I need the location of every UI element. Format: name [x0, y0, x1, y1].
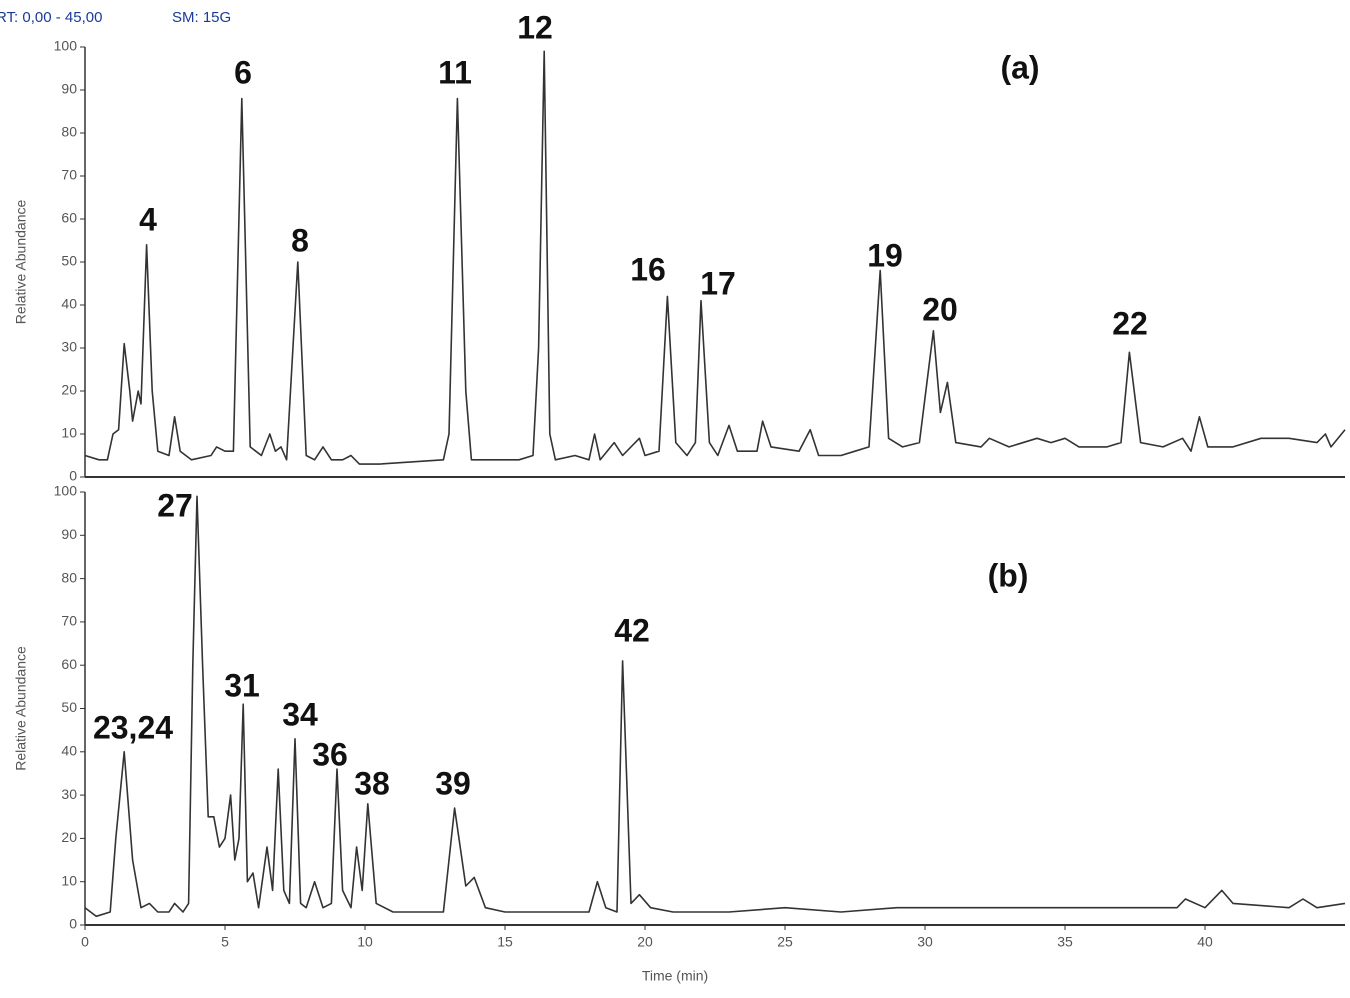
peak-label: 27: [157, 487, 193, 523]
x-tick-label: 30: [917, 934, 933, 950]
y-tick-label: 70: [61, 613, 77, 629]
trace: [84, 50, 1346, 465]
y-tick-label: 0: [69, 468, 77, 484]
trace: [84, 495, 1346, 918]
panel-label: (a): [1000, 49, 1039, 85]
y-tick-label: 60: [61, 210, 77, 226]
peak-label: 34: [282, 696, 318, 732]
header-smoothing: SM: 15G: [172, 9, 231, 26]
y-axis-label: Relative Abundance: [13, 646, 29, 771]
y-tick-label: 10: [61, 425, 77, 441]
peak-label: 38: [354, 765, 390, 801]
x-axis-label: Time (min): [642, 968, 708, 984]
y-tick-label: 90: [61, 81, 77, 97]
x-tick-label: 20: [637, 934, 653, 950]
y-tick-label: 100: [54, 38, 78, 54]
y-tick-label: 80: [61, 124, 77, 140]
y-tick-label: 50: [61, 699, 77, 715]
x-tick-label: 5: [221, 934, 229, 950]
y-tick-label: 40: [61, 743, 77, 759]
peak-label: 42: [614, 612, 650, 648]
y-tick-label: 0: [69, 916, 77, 932]
y-tick-label: 20: [61, 829, 77, 845]
y-tick-label: 40: [61, 296, 77, 312]
y-tick-label: 100: [54, 483, 78, 499]
y-tick-label: 10: [61, 872, 77, 888]
peak-label: 8: [291, 222, 309, 258]
peak-label: 11: [438, 54, 472, 90]
x-tick-label: 35: [1057, 934, 1073, 950]
y-axis-label: Relative Abundance: [13, 200, 29, 325]
peak-label: 36: [312, 736, 348, 772]
peak-label: 4: [139, 201, 157, 237]
peak-label: 17: [700, 265, 736, 301]
y-tick-label: 90: [61, 526, 77, 542]
y-tick-label: 30: [61, 339, 77, 355]
peak-label: 39: [435, 765, 471, 801]
x-tick-label: 25: [777, 934, 793, 950]
peak-label: 6: [234, 54, 252, 90]
y-tick-label: 80: [61, 569, 77, 585]
peak-label: 16: [630, 251, 666, 287]
y-tick-label: 60: [61, 656, 77, 672]
peak-label: 22: [1112, 305, 1148, 341]
header-range: RT: 0,00 - 45,00: [0, 9, 102, 26]
y-tick-label: 30: [61, 786, 77, 802]
y-tick-label: 50: [61, 253, 77, 269]
x-tick-label: 10: [357, 934, 373, 950]
panel-label: (b): [988, 557, 1029, 593]
peak-label: 31: [224, 667, 260, 703]
peak-label: 19: [867, 237, 903, 273]
peak-label: 23,24: [93, 709, 173, 745]
y-tick-label: 70: [61, 167, 77, 183]
peak-label: 12: [517, 9, 553, 45]
peak-label: 20: [922, 291, 958, 327]
x-tick-label: 15: [497, 934, 513, 950]
x-tick-label: 0: [81, 934, 89, 950]
y-tick-label: 20: [61, 382, 77, 398]
x-tick-label: 40: [1197, 934, 1213, 950]
